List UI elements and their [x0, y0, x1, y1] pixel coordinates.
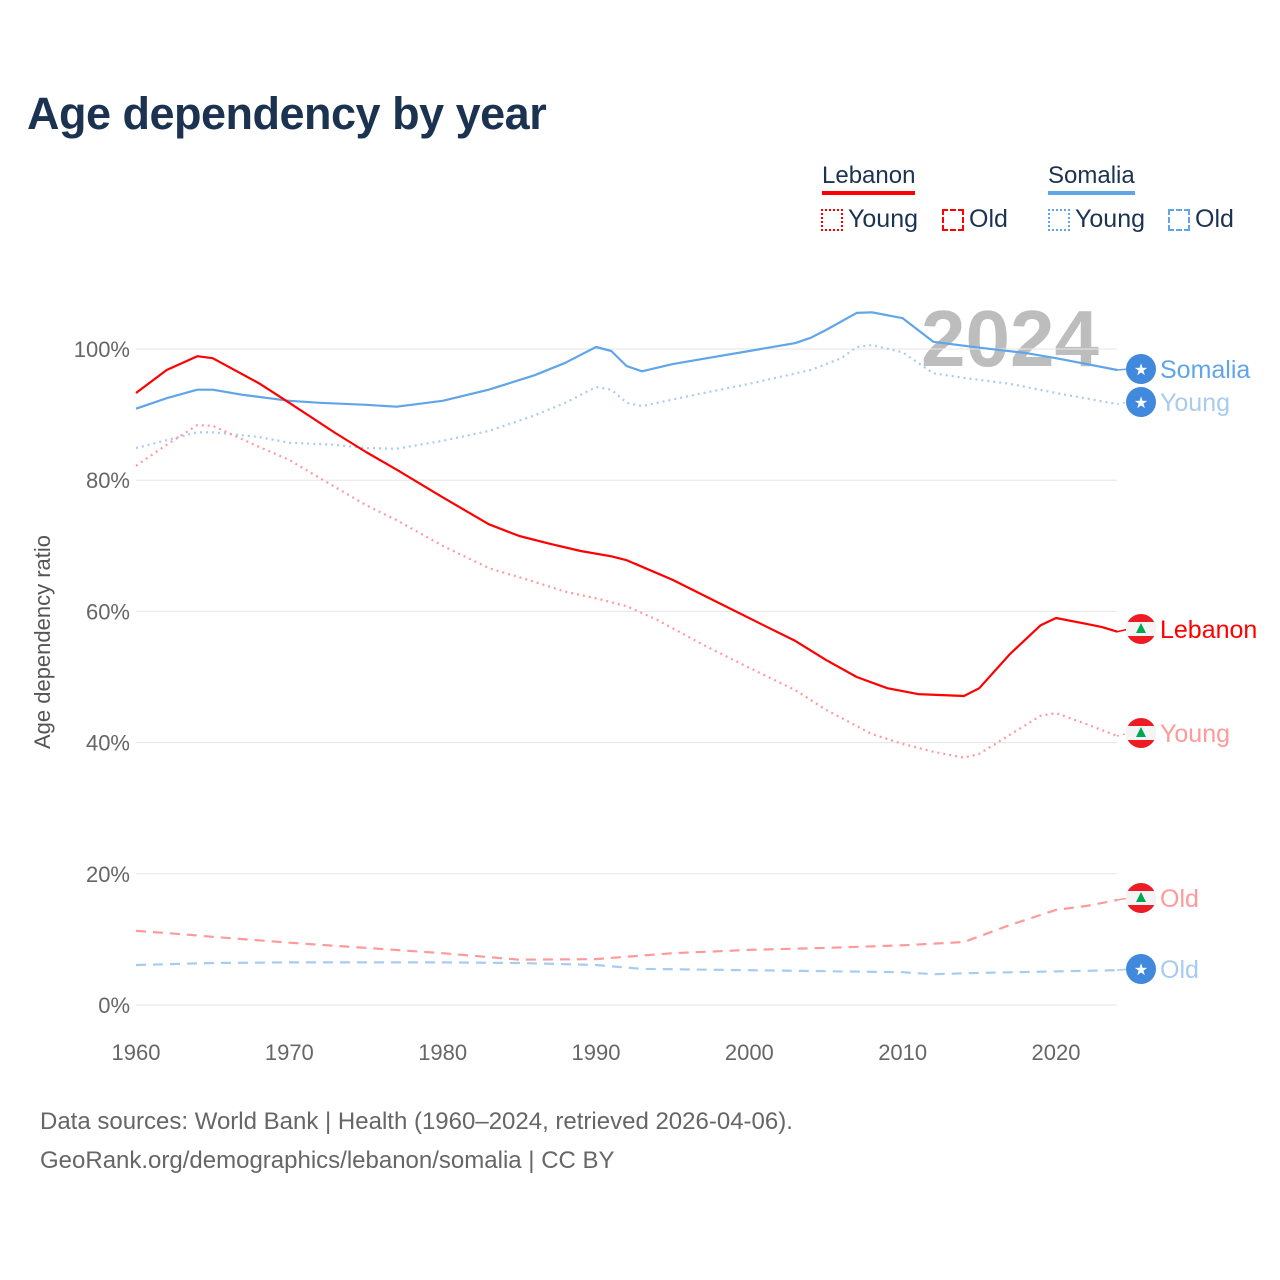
- dashed-swatch-icon: [1168, 208, 1190, 231]
- svg-text:★: ★: [1134, 962, 1148, 979]
- series-end-label: Old: [1160, 956, 1199, 984]
- label-connector: [1116, 401, 1130, 405]
- dotted-swatch-icon: [821, 208, 843, 231]
- legend-lebanon[interactable]: Lebanon: [822, 162, 916, 195]
- label-connector: [1116, 897, 1130, 901]
- footer-sources: Data sources: World Bank | Health (1960–…: [40, 1108, 793, 1135]
- somalia-flag-icon: ★: [1126, 954, 1156, 984]
- svg-text:★: ★: [1134, 395, 1148, 412]
- somalia-flag-icon: ★: [1126, 387, 1156, 417]
- year-watermark: 2024: [921, 294, 1099, 383]
- legend-somalia-old[interactable]: Old: [1168, 205, 1234, 234]
- legend-somalia-young[interactable]: Young: [1048, 205, 1145, 234]
- legend-label: Old: [1195, 205, 1234, 233]
- legend-somalia[interactable]: Somalia: [1048, 162, 1135, 195]
- legend-label: Young: [1075, 205, 1145, 233]
- dotted-swatch-icon: [1048, 208, 1070, 231]
- y-tick-label: 40%: [86, 731, 130, 756]
- dashed-swatch-icon: [942, 208, 964, 231]
- chart-title: Age dependency by year: [27, 88, 547, 139]
- y-tick-label: 60%: [86, 599, 130, 624]
- series-line-lebanon-old[interactable]: [135, 898, 1118, 961]
- label-connector: [1116, 732, 1130, 737]
- y-axis-label: Age dependency ratio: [30, 535, 55, 749]
- lebanon-flag-icon: [1126, 718, 1156, 748]
- series-end-label: Old: [1160, 885, 1199, 913]
- series-end-label: Young: [1160, 389, 1230, 417]
- x-tick-label: 1970: [265, 1040, 314, 1065]
- lebanon-flag-icon: [1126, 883, 1156, 913]
- series-line-somalia-young[interactable]: [135, 344, 1118, 450]
- x-tick-label: 2010: [878, 1040, 927, 1065]
- x-tick-label: 2000: [725, 1040, 774, 1065]
- lebanon-flag-icon: [1126, 614, 1156, 644]
- y-tick-label: 80%: [86, 468, 130, 493]
- y-tick-label: 20%: [86, 862, 130, 887]
- somalia-flag-icon: ★: [1126, 354, 1156, 384]
- svg-text:★: ★: [1134, 362, 1148, 379]
- series-end-label: Somalia: [1160, 356, 1250, 384]
- x-tick-label: 2020: [1032, 1040, 1081, 1065]
- series-line-somalia-old[interactable]: [135, 961, 1118, 976]
- series-line-lebanon[interactable]: [135, 355, 1118, 698]
- footer-link[interactable]: GeoRank.org/demographics/lebanon/somalia…: [40, 1147, 615, 1174]
- x-tick-label: 1960: [112, 1040, 161, 1065]
- legend-lebanon-young[interactable]: Young: [821, 205, 918, 234]
- label-connector: [1116, 968, 1130, 971]
- legend-lebanon-old[interactable]: Old: [942, 205, 1008, 234]
- series-end-label: Young: [1160, 720, 1230, 748]
- legend-label: Young: [848, 205, 918, 233]
- series-line-lebanon-young[interactable]: [135, 424, 1118, 759]
- x-tick-label: 1990: [572, 1040, 621, 1065]
- y-tick-label: 100%: [74, 337, 130, 362]
- series-line-somalia[interactable]: [135, 311, 1118, 410]
- series-end-label: Lebanon: [1160, 616, 1257, 644]
- x-tick-label: 1980: [418, 1040, 467, 1065]
- y-tick-label: 0%: [98, 993, 130, 1018]
- legend-label: Old: [969, 205, 1008, 233]
